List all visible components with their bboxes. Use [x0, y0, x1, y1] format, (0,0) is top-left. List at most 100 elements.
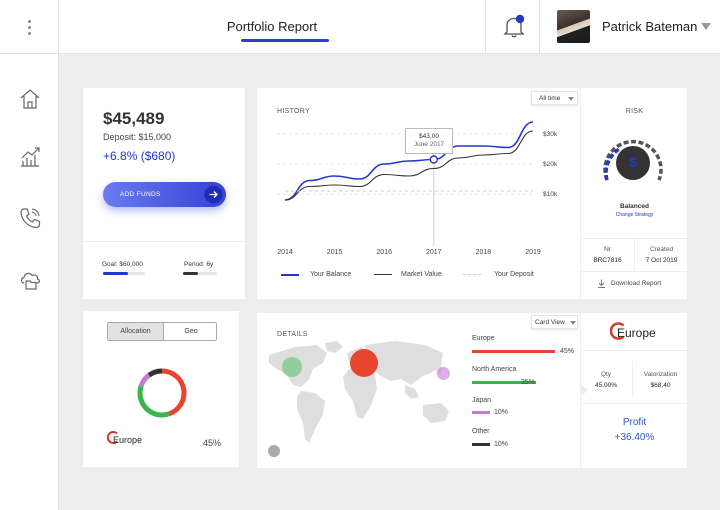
phone-icon[interactable]: [19, 207, 41, 229]
change-strategy-link[interactable]: Change Strategy: [615, 212, 654, 218]
balance-amount: $45,489: [103, 109, 165, 128]
europe-logo-icon: [107, 431, 118, 444]
chart-growth-icon[interactable]: [19, 146, 41, 168]
series-market-line: [284, 130, 534, 201]
donut-segment[interactable]: [161, 368, 187, 417]
avatar: [557, 10, 590, 43]
x-tick-label: 2014: [277, 249, 293, 256]
donut-segment[interactable]: [137, 385, 170, 418]
user-name: Patrick Bateman: [602, 19, 698, 34]
legend-deposit: Your Deposit: [494, 271, 534, 278]
divider: [581, 271, 688, 272]
x-tick-label: 2018: [476, 249, 492, 256]
risk-title: RISK: [625, 108, 644, 115]
tab-allocation[interactable]: Allocation: [108, 323, 164, 340]
europe-card: Europe Qty 45.00% Valorization $68,40 Pr…: [580, 313, 688, 468]
region-percent-japan: 10%: [494, 409, 509, 416]
europe-card-title: Europe: [617, 326, 656, 340]
valorization-label: Valorization: [643, 371, 678, 378]
chevron-down-icon: [568, 97, 574, 101]
x-tick-label: 2015: [327, 249, 343, 256]
region-percent-north-america: 35%: [521, 379, 536, 386]
download-icon: [598, 279, 605, 288]
region-list: Europe 45% North America 35% Japan 10% O…: [472, 313, 580, 468]
nr-value: BRC7816: [593, 257, 622, 264]
goal-progress-track: [103, 272, 145, 275]
page-title-text: Portfolio Report: [226, 19, 318, 34]
balance-change: +6.8% ($680): [103, 149, 176, 163]
notification-dot: [515, 14, 525, 24]
add-funds-label: ADD FUNDS: [120, 191, 161, 198]
world-map: [269, 341, 449, 443]
region-name-europe: Europe: [472, 335, 495, 342]
valorization-value: $68,40: [650, 382, 671, 389]
risk-card: RISK $ Balanced Change Strategy Nr BRC78…: [580, 88, 688, 299]
more-vertical-icon: [27, 19, 31, 35]
x-tick-label: 2017: [426, 249, 442, 256]
region-percent-other: 10%: [494, 441, 509, 448]
time-range-select[interactable]: All time: [531, 91, 578, 105]
user-menu[interactable]: Patrick Bateman: [541, 0, 720, 54]
profit-value: +36.40%: [614, 432, 655, 443]
map-bubble-north-america[interactable]: [282, 357, 302, 377]
balance-card: $45,489 Deposit: $15,000 +6.8% ($680) AD…: [83, 88, 245, 299]
y-tick-label: $20k: [543, 161, 558, 168]
card-view-select[interactable]: Card View: [531, 315, 578, 329]
top-bar: [0, 0, 720, 54]
home-icon[interactable]: [19, 88, 41, 110]
bell-icon: [503, 14, 525, 38]
donut-segment[interactable]: [138, 373, 151, 388]
cloud-folder-icon[interactable]: [19, 269, 41, 291]
series-balance-line: [284, 121, 534, 201]
menu-button[interactable]: [0, 0, 59, 54]
map-bubble-europe[interactable]: [350, 349, 378, 377]
region-bar-other: [472, 443, 491, 446]
arrow-right-icon: [204, 185, 223, 204]
profit-label: Profit: [622, 417, 647, 428]
donut-segment[interactable]: [147, 368, 163, 378]
x-tick-label: 2016: [376, 249, 392, 256]
card-view-value: Card View: [535, 319, 565, 326]
highlight-point: [429, 155, 439, 164]
period-label: Period: 6y: [184, 261, 214, 268]
qty-value: 45.00%: [594, 382, 618, 389]
details-card: DETAILS Card View Europe 45% North Ameri…: [257, 313, 580, 468]
region-name-other: Other: [472, 428, 490, 435]
add-funds-button[interactable]: ADD FUNDS: [103, 182, 226, 207]
y-tick-label: $10k: [543, 191, 558, 198]
created-value: 7 Oct 2019: [645, 257, 678, 264]
details-title: DETAILS: [277, 331, 308, 338]
legend-swatch-balance: [281, 274, 299, 276]
legend-swatch-market: [374, 274, 392, 275]
legend-swatch-deposit: [463, 274, 481, 275]
region-bar-japan: [472, 411, 491, 414]
goal-progress-fill: [103, 272, 129, 275]
sidebar: [0, 54, 59, 510]
notifications-button[interactable]: [485, 0, 540, 54]
download-report-button[interactable]: Download Report: [597, 279, 682, 291]
pointer-arrow: [580, 383, 588, 397]
divider: [83, 241, 245, 242]
region-bar-north-america: [472, 381, 537, 384]
chevron-down-icon: [570, 321, 576, 325]
page-title: Portfolio Report: [59, 0, 485, 54]
tooltip-value: $43,00: [419, 133, 439, 140]
map-bubble-other[interactable]: [268, 445, 280, 457]
title-underline: [241, 39, 329, 42]
chevron-down-icon: [701, 23, 711, 30]
divider: [632, 361, 633, 397]
tab-geo[interactable]: Geo: [164, 323, 216, 340]
map-bubble-japan[interactable]: [437, 367, 450, 380]
europe-logo-icon: [610, 322, 625, 340]
legend-balance: Your Balance: [310, 271, 352, 278]
history-chart: $10k $20k $30k 2014 2015 2016 2017 2018 2019: [277, 121, 558, 256]
allocation-percent: 45%: [203, 438, 222, 448]
allocation-region: Europe: [113, 435, 143, 445]
period-progress-track: [183, 272, 217, 275]
created-label: Created: [649, 246, 674, 253]
download-report-label: Download Report: [611, 280, 662, 287]
nr-label: Nr: [604, 246, 611, 253]
region-name-north-america: North America: [472, 366, 517, 373]
allocation-donut-chart: [137, 368, 187, 418]
tooltip-date: June 2017: [413, 141, 445, 148]
